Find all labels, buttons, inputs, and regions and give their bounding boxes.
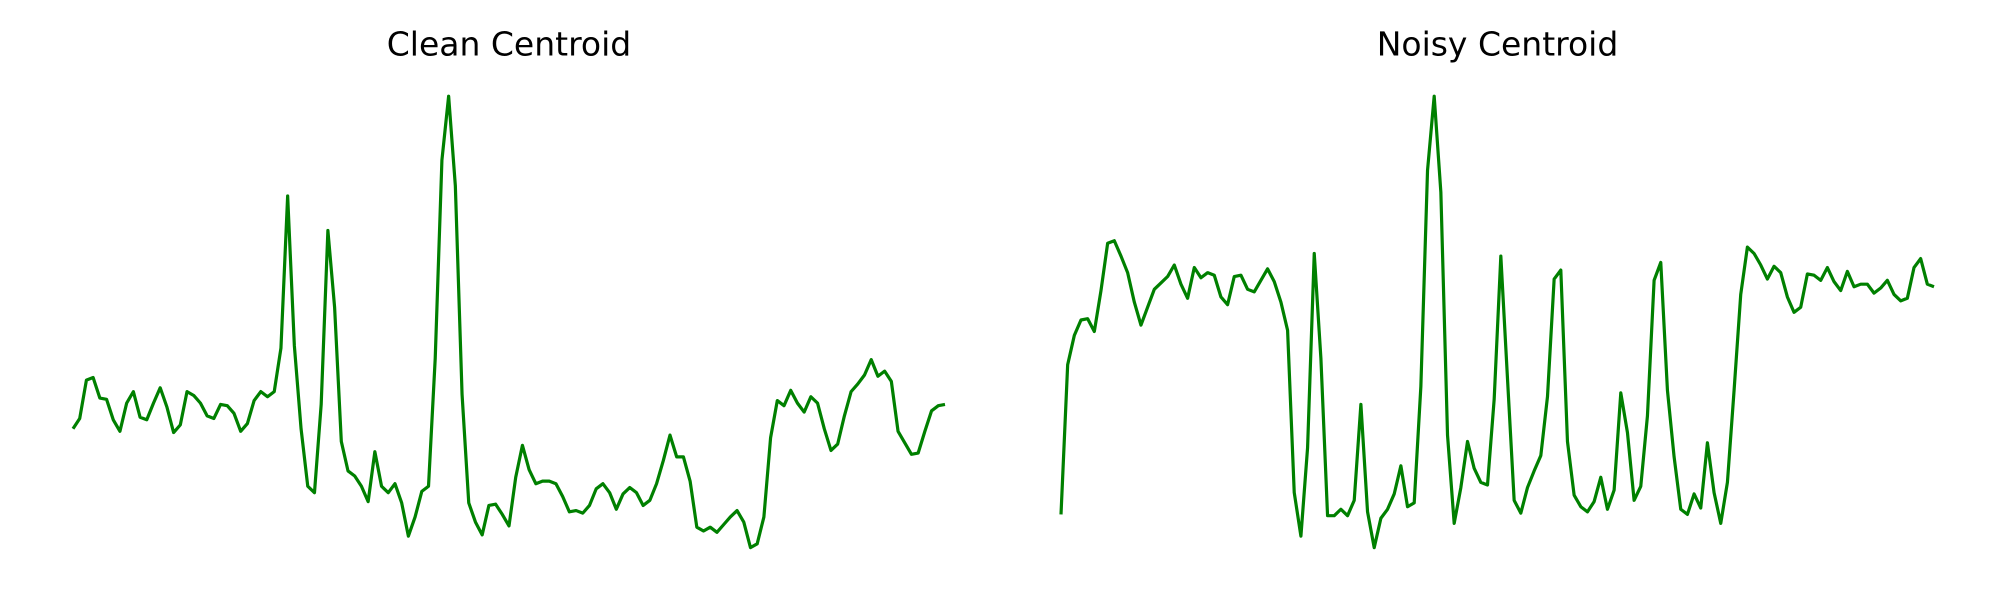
chart-title: Noisy Centroid <box>1377 25 1619 64</box>
line <box>1059 94 1935 550</box>
chart-title: Clean Centroid <box>387 25 632 64</box>
line <box>71 94 946 550</box>
